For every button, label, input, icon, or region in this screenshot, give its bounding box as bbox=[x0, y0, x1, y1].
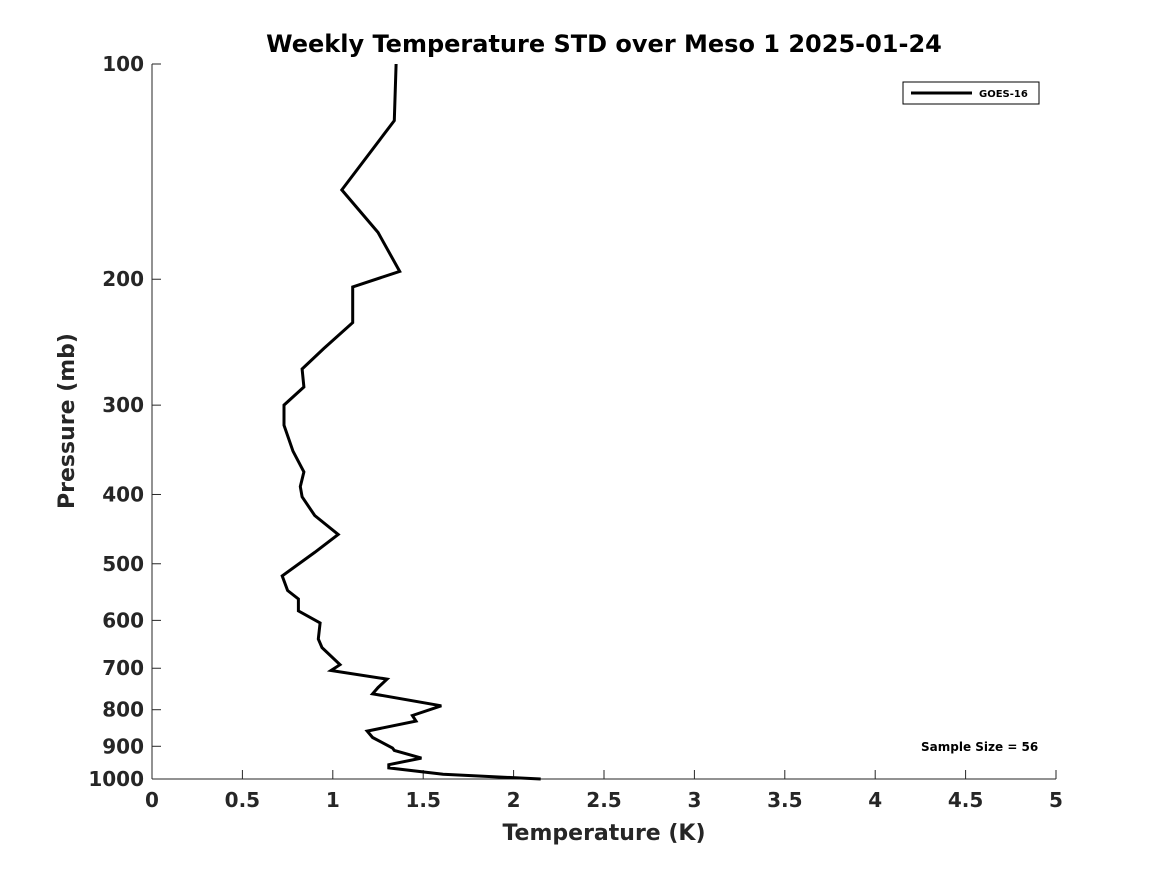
plot-background bbox=[152, 64, 1056, 779]
y-axis-ticks: 100 200 300 400 500 600 700 800 900 1000 bbox=[88, 52, 161, 791]
x-tick-label: 3.5 bbox=[767, 788, 802, 812]
x-tick-label: 2.5 bbox=[586, 788, 621, 812]
x-tick-label: 1.5 bbox=[405, 788, 440, 812]
sample-size-annotation: Sample Size = 56 bbox=[921, 740, 1038, 754]
y-tick-label: 900 bbox=[102, 734, 144, 758]
legend-label-goes-16: GOES-16 bbox=[979, 89, 1028, 100]
y-tick-label: 100 bbox=[102, 52, 144, 76]
legend: GOES-16 bbox=[902, 81, 1040, 105]
x-axis-ticks: 0 0.5 1 1.5 2 2.5 3 3.5 4 4.5 5 bbox=[145, 770, 1063, 812]
y-tick-label: 300 bbox=[102, 393, 144, 417]
y-tick-label: 200 bbox=[102, 267, 144, 291]
x-tick-label: 5 bbox=[1049, 788, 1063, 812]
x-tick-label: 4.5 bbox=[948, 788, 983, 812]
x-axis-label: Temperature (K) bbox=[502, 821, 705, 846]
y-tick-label: 700 bbox=[102, 656, 144, 680]
y-tick-label: 1000 bbox=[88, 767, 144, 791]
x-tick-label: 3 bbox=[687, 788, 701, 812]
y-tick-label: 600 bbox=[102, 608, 144, 632]
x-tick-label: 2 bbox=[507, 788, 521, 812]
y-tick-label: 800 bbox=[102, 698, 144, 722]
x-tick-label: 1 bbox=[326, 788, 340, 812]
chart-title: Weekly Temperature STD over Meso 1 2025-… bbox=[266, 30, 942, 58]
x-tick-label: 4 bbox=[868, 788, 882, 812]
x-tick-label: 0.5 bbox=[225, 788, 260, 812]
series-line-goes-16 bbox=[280, 63, 541, 781]
x-tick-label: 0 bbox=[145, 788, 159, 812]
y-axis-label: Pressure (mb) bbox=[55, 333, 80, 509]
y-tick-label: 400 bbox=[102, 482, 144, 506]
y-tick-label: 500 bbox=[102, 552, 144, 576]
